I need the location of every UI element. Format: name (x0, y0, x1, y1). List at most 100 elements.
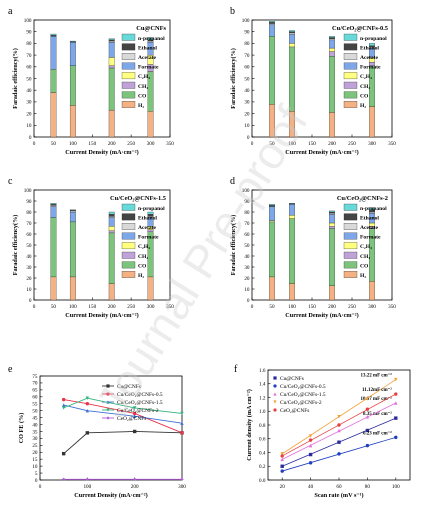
data-point (85, 396, 90, 400)
slope-annotation: 6.23 mF cm⁻² (363, 430, 392, 436)
data-point (106, 416, 110, 420)
x-tick-label: 150 (88, 141, 96, 147)
data-point (132, 406, 137, 410)
y-tick-label: 5 (35, 471, 38, 477)
x-tick-label: 300 (178, 484, 186, 490)
y-tick-label: 65 (32, 388, 38, 394)
data-point (308, 461, 313, 465)
slope-annotation: 10.07 mF cm⁻² (360, 396, 392, 402)
data-point (61, 403, 66, 407)
legend-label: Acetate (360, 225, 379, 231)
x-tick-label: 50 (269, 304, 275, 310)
y-tick-label: 100 (242, 18, 250, 24)
data-point (132, 477, 137, 482)
legend-swatch-Formate (343, 62, 358, 70)
panel-label: d (230, 176, 235, 187)
legend-label: n-propanol (138, 206, 165, 212)
legend-swatch-CO (121, 91, 136, 99)
legend-label: Ethanol (138, 215, 157, 221)
y-tick-label: 60 (26, 65, 32, 71)
legend-swatch-H2 (343, 271, 358, 278)
y-tick-label: 40 (26, 88, 32, 94)
bar-segment-n-propanol (50, 33, 57, 36)
bar-segment-H2 (50, 92, 57, 138)
bar-segment-n-propanol (69, 209, 76, 211)
legend-swatch-n-propanol (121, 33, 136, 41)
bar-segment-Formate (269, 24, 275, 37)
y-tick-label: 50 (32, 408, 38, 414)
x-tick-label: 200 (108, 141, 116, 147)
data-point (273, 376, 277, 380)
x-tick-label: 50 (51, 304, 57, 310)
bar-segment-n-propanol (369, 43, 375, 46)
legend-label: Cu/CeO₂@CNFs-0.5 (280, 384, 326, 390)
data-point (180, 431, 184, 435)
y-tick-label: 0 (35, 478, 38, 484)
y-axis-title: Faradaic efficiency(%) (12, 215, 19, 276)
x-tick-label: 350 (388, 304, 396, 310)
data-point (337, 423, 341, 427)
x-tick-label: 0 (33, 141, 36, 147)
bar-segment-C2H4 (108, 57, 115, 66)
bar-segment-CH4 (329, 51, 335, 57)
chart-title: Cu@CNFs (136, 25, 166, 32)
y-tick-label: 20 (244, 111, 250, 117)
data-point (280, 464, 284, 468)
panel-label: b (230, 6, 235, 17)
legend-label: Formate (360, 65, 381, 71)
legend-swatch-Acetate (343, 223, 358, 230)
legend-swatch-Formate (121, 232, 136, 240)
series-line (63, 397, 183, 414)
bar-segment-H2 (108, 109, 115, 138)
x-axis-title: Current Density (mA·cm⁻²) (65, 312, 138, 319)
x-tick-label: 150 (308, 141, 316, 147)
y-tick-label: 100 (24, 188, 32, 194)
legend-label: Cu@CNFs (117, 384, 141, 390)
bar-segment-Ethanol (329, 37, 335, 39)
bar-segment-Formate (269, 206, 275, 221)
y-axis-title: Faradaic efficiency(%) (230, 48, 237, 109)
x-tick-label: 350 (166, 304, 174, 310)
legend-swatch-C2H4 (343, 242, 358, 250)
bar-segment-C2H4 (289, 215, 295, 219)
chart-title: Cu/CeO₂@CNFs-2 (337, 195, 388, 202)
x-tick-label: 0 (33, 304, 36, 310)
y-tick-label: 1.0 (259, 409, 266, 415)
legend-label: CO (360, 93, 369, 99)
data-point (85, 408, 90, 413)
legend-label: Ethanol (360, 215, 379, 221)
data-point (85, 477, 90, 482)
panel-c: 0 50 100 150 200 250 300 350 0 10 20 30 40 50 60 70 80 90… (8, 176, 174, 319)
x-tick-label: 100 (69, 304, 77, 310)
legend-label: CeO₂@CNFs (280, 408, 309, 414)
legend-swatch-Acetate (121, 53, 136, 60)
y-tick-label: 75 (32, 374, 38, 380)
legend-label: Cu/CeO₂@CNFs-1.5 (117, 400, 163, 406)
bar-segment-n-propanol (108, 38, 115, 41)
bar-segment-n-propanol (329, 36, 335, 38)
y-tick-label: 10 (26, 287, 32, 293)
panel-a: 0 50 100 150 200 250 300 350 0 10 20 30 40 50 60 70 80 90… (8, 6, 174, 156)
y-tick-label: 45 (32, 415, 38, 421)
series-line (63, 399, 183, 434)
data-point (61, 451, 66, 456)
legend-label: H₂ (360, 273, 366, 279)
legend-swatch-Formate (121, 62, 136, 70)
legend-label: n-propanol (138, 36, 165, 42)
bar-segment-CO (269, 221, 275, 278)
data-point (394, 401, 398, 405)
bar-segment-Ethanol (329, 211, 335, 214)
panel-b: 0 50 100 150 200 250 300 350 0 10 20 30 40 50 60 70 80 90… (230, 6, 396, 156)
data-point (394, 392, 398, 396)
bar-segment-Acetate (108, 216, 115, 218)
y-tick-label: 10 (32, 464, 38, 470)
y-tick-label: 40 (32, 422, 38, 428)
x-tick-label: 250 (348, 141, 356, 147)
data-point (106, 384, 110, 388)
y-tick-label: 70 (32, 381, 38, 387)
x-tick-label: 150 (308, 304, 316, 310)
x-tick-label: 250 (127, 304, 135, 310)
data-point (308, 443, 313, 448)
legend-label: CeO₂@CNFs (117, 416, 146, 422)
